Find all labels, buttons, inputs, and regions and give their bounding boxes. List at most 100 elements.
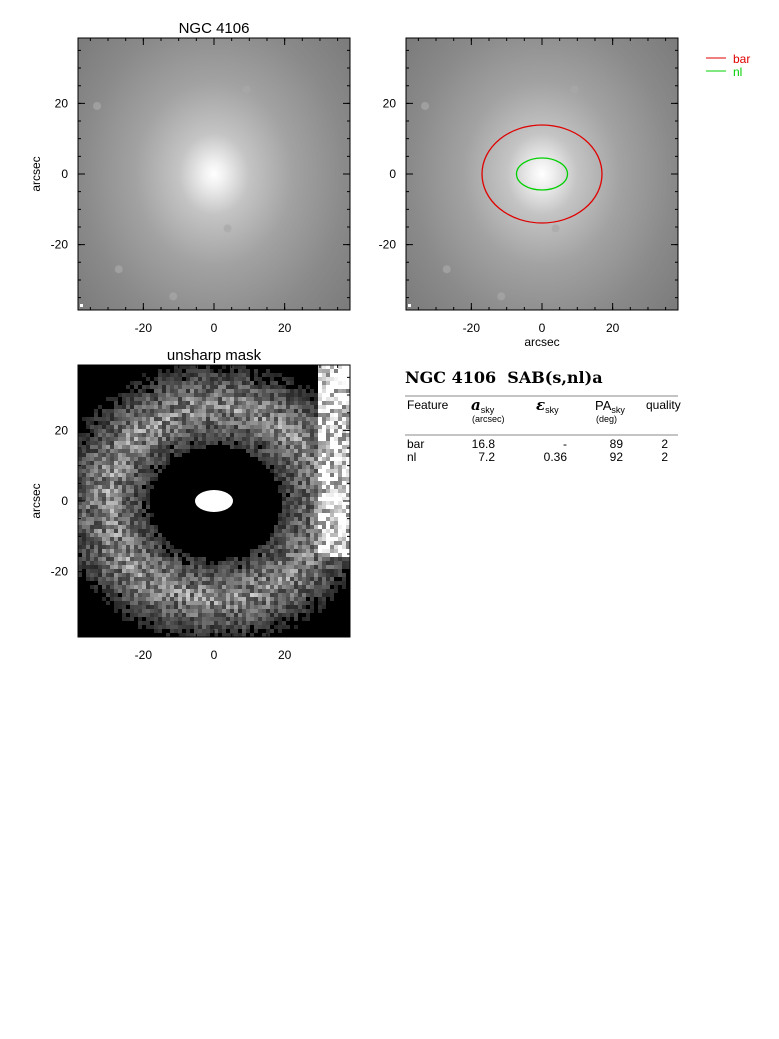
mask-pixel bbox=[114, 569, 118, 573]
mask-pixel bbox=[162, 581, 166, 585]
mask-pixel bbox=[194, 433, 198, 437]
mask-pixel bbox=[302, 557, 306, 561]
mask-pixel bbox=[290, 477, 294, 481]
mask-pixel bbox=[314, 453, 318, 457]
mask-pixel bbox=[338, 513, 342, 517]
mask-pixel bbox=[222, 433, 226, 437]
mask-pixel bbox=[170, 625, 174, 629]
table-cell: 7.2 bbox=[478, 450, 495, 464]
mask-pixel bbox=[334, 429, 338, 433]
mask-pixel bbox=[194, 601, 198, 605]
mask-pixel bbox=[142, 389, 146, 393]
mask-pixel bbox=[130, 533, 134, 537]
mask-pixel bbox=[274, 385, 278, 389]
mask-pixel bbox=[318, 561, 322, 565]
mask-pixel bbox=[130, 405, 134, 409]
mask-pixel bbox=[310, 405, 314, 409]
mask-pixel bbox=[162, 613, 166, 617]
mask-pixel bbox=[342, 537, 346, 541]
mask-pixel bbox=[310, 597, 314, 601]
mask-pixel bbox=[134, 569, 138, 573]
mask-pixel bbox=[210, 377, 214, 381]
mask-pixel bbox=[102, 597, 106, 601]
mask-pixel bbox=[330, 541, 334, 545]
mask-pixel bbox=[178, 577, 182, 581]
mask-pixel bbox=[294, 393, 298, 397]
mask-pixel bbox=[258, 585, 262, 589]
mask-pixel bbox=[262, 433, 266, 437]
mask-pixel bbox=[234, 393, 238, 397]
mask-pixel bbox=[302, 537, 306, 541]
mask-pixel bbox=[170, 425, 174, 429]
mask-pixel bbox=[306, 585, 310, 589]
mask-pixel bbox=[286, 425, 290, 429]
mask-pixel bbox=[94, 413, 98, 417]
mask-pixel bbox=[234, 585, 238, 589]
mask-pixel bbox=[302, 569, 306, 573]
mask-pixel bbox=[286, 441, 290, 445]
mask-pixel bbox=[126, 601, 130, 605]
mask-pixel bbox=[162, 381, 166, 385]
mask-pixel bbox=[234, 401, 238, 405]
mask-pixel bbox=[174, 369, 178, 373]
mask-pixel bbox=[270, 393, 274, 397]
mask-pixel bbox=[322, 373, 326, 377]
mask-pixel bbox=[246, 581, 250, 585]
mask-pixel bbox=[150, 425, 154, 429]
mask-pixel bbox=[94, 437, 98, 441]
mask-pixel bbox=[326, 545, 330, 549]
mask-pixel bbox=[138, 429, 142, 433]
mask-pixel bbox=[338, 501, 342, 505]
mask-pixel bbox=[306, 613, 310, 617]
mask-pixel bbox=[222, 577, 226, 581]
mask-pixel bbox=[222, 421, 226, 425]
mask-pixel bbox=[314, 585, 318, 589]
mask-pixel bbox=[130, 461, 134, 465]
mask-pixel bbox=[194, 393, 198, 397]
mask-pixel bbox=[146, 457, 150, 461]
mask-pixel bbox=[342, 445, 346, 449]
mask-pixel bbox=[318, 449, 322, 453]
mask-pixel bbox=[162, 573, 166, 577]
mask-pixel bbox=[298, 585, 302, 589]
mask-pixel bbox=[254, 385, 258, 389]
mask-pixel bbox=[158, 433, 162, 437]
mask-pixel bbox=[102, 437, 106, 441]
mask-pixel bbox=[138, 477, 142, 481]
mask-pixel bbox=[126, 485, 130, 489]
mask-pixel bbox=[122, 613, 126, 617]
mask-pixel bbox=[302, 521, 306, 525]
mask-pixel bbox=[238, 577, 242, 581]
mask-pixel bbox=[326, 417, 330, 421]
mask-pixel bbox=[162, 549, 166, 553]
mask-pixel bbox=[250, 445, 254, 449]
mask-pixel bbox=[334, 457, 338, 461]
mask-pixel bbox=[290, 505, 294, 509]
mask-pixel bbox=[206, 405, 210, 409]
mask-pixel bbox=[258, 453, 262, 457]
mask-pixel bbox=[202, 441, 206, 445]
mask-pixel bbox=[290, 465, 294, 469]
mask-pixel bbox=[306, 609, 310, 613]
mask-pixel bbox=[330, 373, 334, 377]
mask-pixel bbox=[122, 553, 126, 557]
mask-pixel bbox=[126, 465, 130, 469]
mask-pixel bbox=[150, 473, 154, 477]
mask-pixel bbox=[274, 537, 278, 541]
mask-pixel bbox=[110, 489, 114, 493]
mask-pixel bbox=[258, 605, 262, 609]
mask-pixel bbox=[302, 533, 306, 537]
mask-pixel bbox=[270, 581, 274, 585]
mask-pixel bbox=[262, 549, 266, 553]
mask-pixel bbox=[250, 565, 254, 569]
mask-pixel bbox=[114, 521, 118, 525]
mask-pixel bbox=[210, 429, 214, 433]
mask-pixel bbox=[126, 509, 130, 513]
mask-pixel bbox=[298, 441, 302, 445]
mask-pixel bbox=[250, 421, 254, 425]
mask-pixel bbox=[274, 441, 278, 445]
mask-pixel bbox=[98, 433, 102, 437]
mask-pixel bbox=[158, 593, 162, 597]
mask-pixel bbox=[290, 429, 294, 433]
mask-pixel bbox=[262, 393, 266, 397]
